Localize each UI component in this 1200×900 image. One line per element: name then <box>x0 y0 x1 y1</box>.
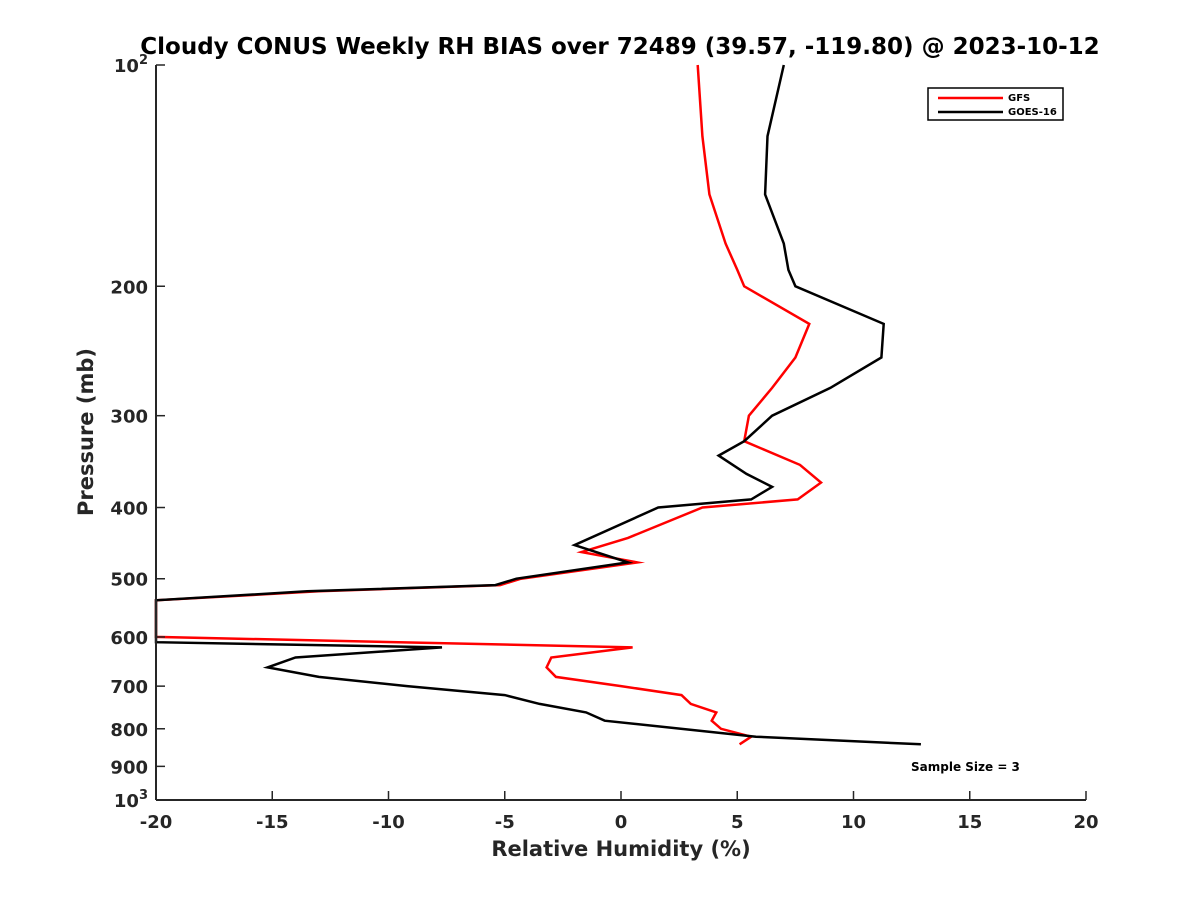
x-tick-label: 0 <box>615 812 628 833</box>
x-tick-label: -5 <box>495 812 515 833</box>
legend: GFS GOES-16 <box>927 87 1064 121</box>
x-axis-label: Relative Humidity (%) <box>491 837 750 861</box>
legend-label-gfs: GFS <box>1008 93 1030 104</box>
x-tick-label: 10 <box>841 812 866 833</box>
y-tick-label: 600 <box>110 628 148 649</box>
y-tick-label: 400 <box>110 499 148 520</box>
legend-label-goes16: GOES-16 <box>1008 107 1057 118</box>
y-tick-label: 300 <box>110 407 148 428</box>
y-tick-label: 103 <box>114 788 148 812</box>
x-tick-label: -15 <box>256 812 289 833</box>
series-line-goes16 <box>154 64 921 746</box>
x-tick-label: -20 <box>140 812 173 833</box>
series-layer <box>154 64 921 746</box>
x-ticks: -20 -15 -10 -5 0 5 10 15 20 <box>140 791 1099 833</box>
sample-size-annotation: Sample Size = 3 <box>911 760 1020 774</box>
series-line-gfs <box>154 64 824 746</box>
y-tick-label: 102 <box>114 53 148 77</box>
y-ticks: 102 200 300 400 500 600 700 800 900 103 <box>110 53 165 812</box>
x-tick-label: 15 <box>957 812 982 833</box>
x-tick-label: 5 <box>731 812 744 833</box>
chart-title: Cloudy CONUS Weekly RH BIAS over 72489 (… <box>140 34 1099 60</box>
x-tick-label: -10 <box>372 812 405 833</box>
y-tick-label: 900 <box>110 757 148 778</box>
y-tick-label: 800 <box>110 720 148 741</box>
y-tick-label: 200 <box>110 277 148 298</box>
plot-area <box>156 65 1086 800</box>
legend-box <box>927 87 1064 121</box>
y-tick-label: 500 <box>110 570 148 591</box>
y-axis-label: Pressure (mb) <box>74 348 98 516</box>
x-tick-label: 20 <box>1073 812 1098 833</box>
y-tick-label: 700 <box>110 677 148 698</box>
